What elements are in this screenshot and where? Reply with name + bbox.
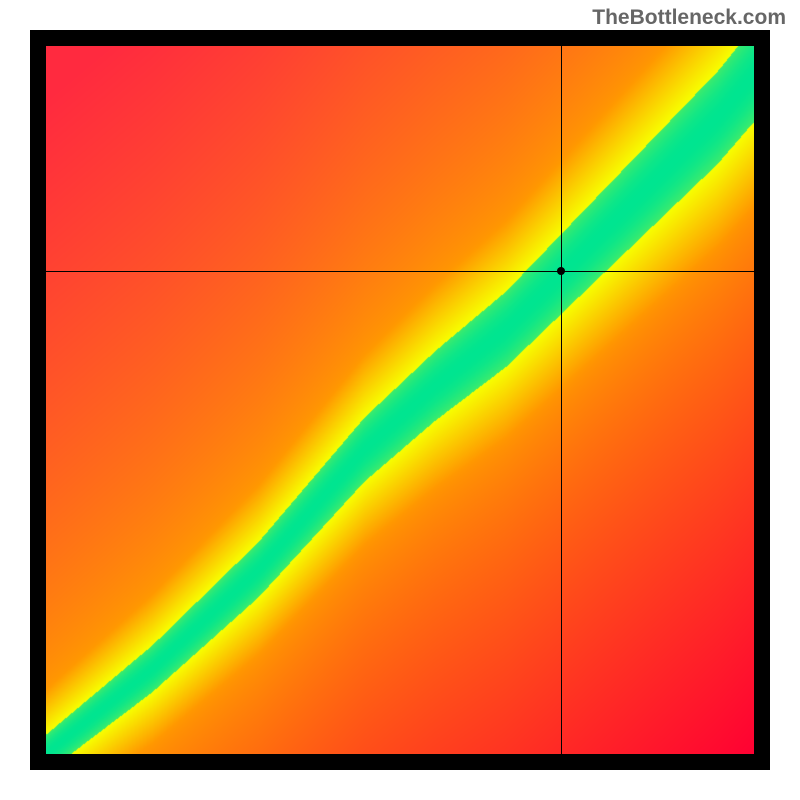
crosshair-vertical (561, 46, 562, 754)
watermark-text: TheBottleneck.com (592, 6, 786, 30)
crosshair-horizontal (46, 271, 754, 272)
bottleneck-heatmap (46, 46, 754, 754)
chart-frame (30, 30, 770, 770)
selection-marker-dot (557, 267, 565, 275)
